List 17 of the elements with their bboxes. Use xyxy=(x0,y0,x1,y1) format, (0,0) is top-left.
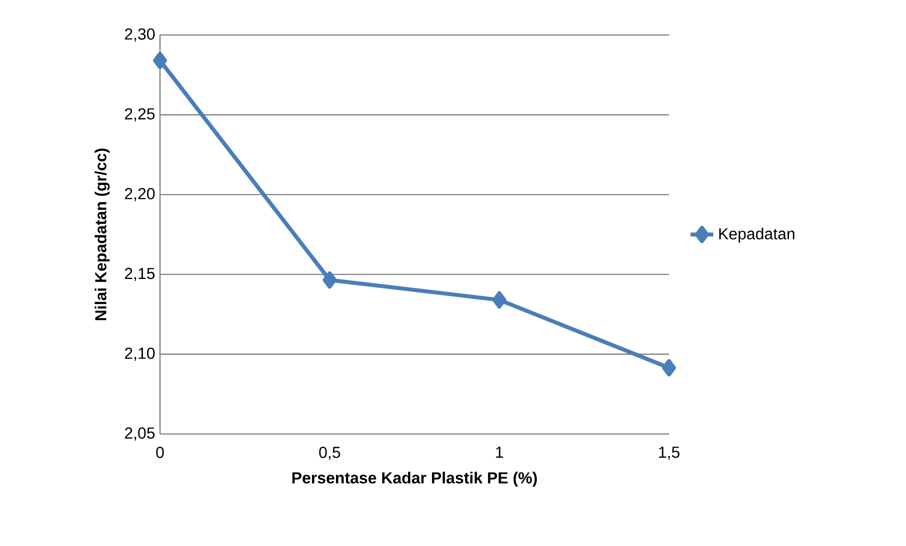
point xyxy=(322,271,337,289)
point xyxy=(492,291,506,309)
x-tick-label: 1,5 xyxy=(659,446,680,460)
y-tick-label: 2,10 xyxy=(124,348,155,361)
x-tick-label: 1 xyxy=(496,446,503,458)
legend-label: Kepadatan xyxy=(719,228,794,243)
y-tick-label: 2,15 xyxy=(124,268,155,282)
y-axis-title: Nilai Kepadatan (gr/cc) xyxy=(94,148,110,320)
y-tick-label: 2,05 xyxy=(124,427,155,441)
x-tick-label: 0 xyxy=(156,446,164,458)
point xyxy=(662,359,676,376)
x-axis-title: Persentase Kadar Plastik PE (%) xyxy=(292,472,537,487)
x-tick-label: 0,5 xyxy=(319,446,340,460)
y-tick-label: 2,30 xyxy=(124,28,155,42)
y-tick-label: 2,20 xyxy=(124,188,155,202)
y-tick-label: 2,25 xyxy=(124,108,155,122)
point xyxy=(153,52,168,70)
